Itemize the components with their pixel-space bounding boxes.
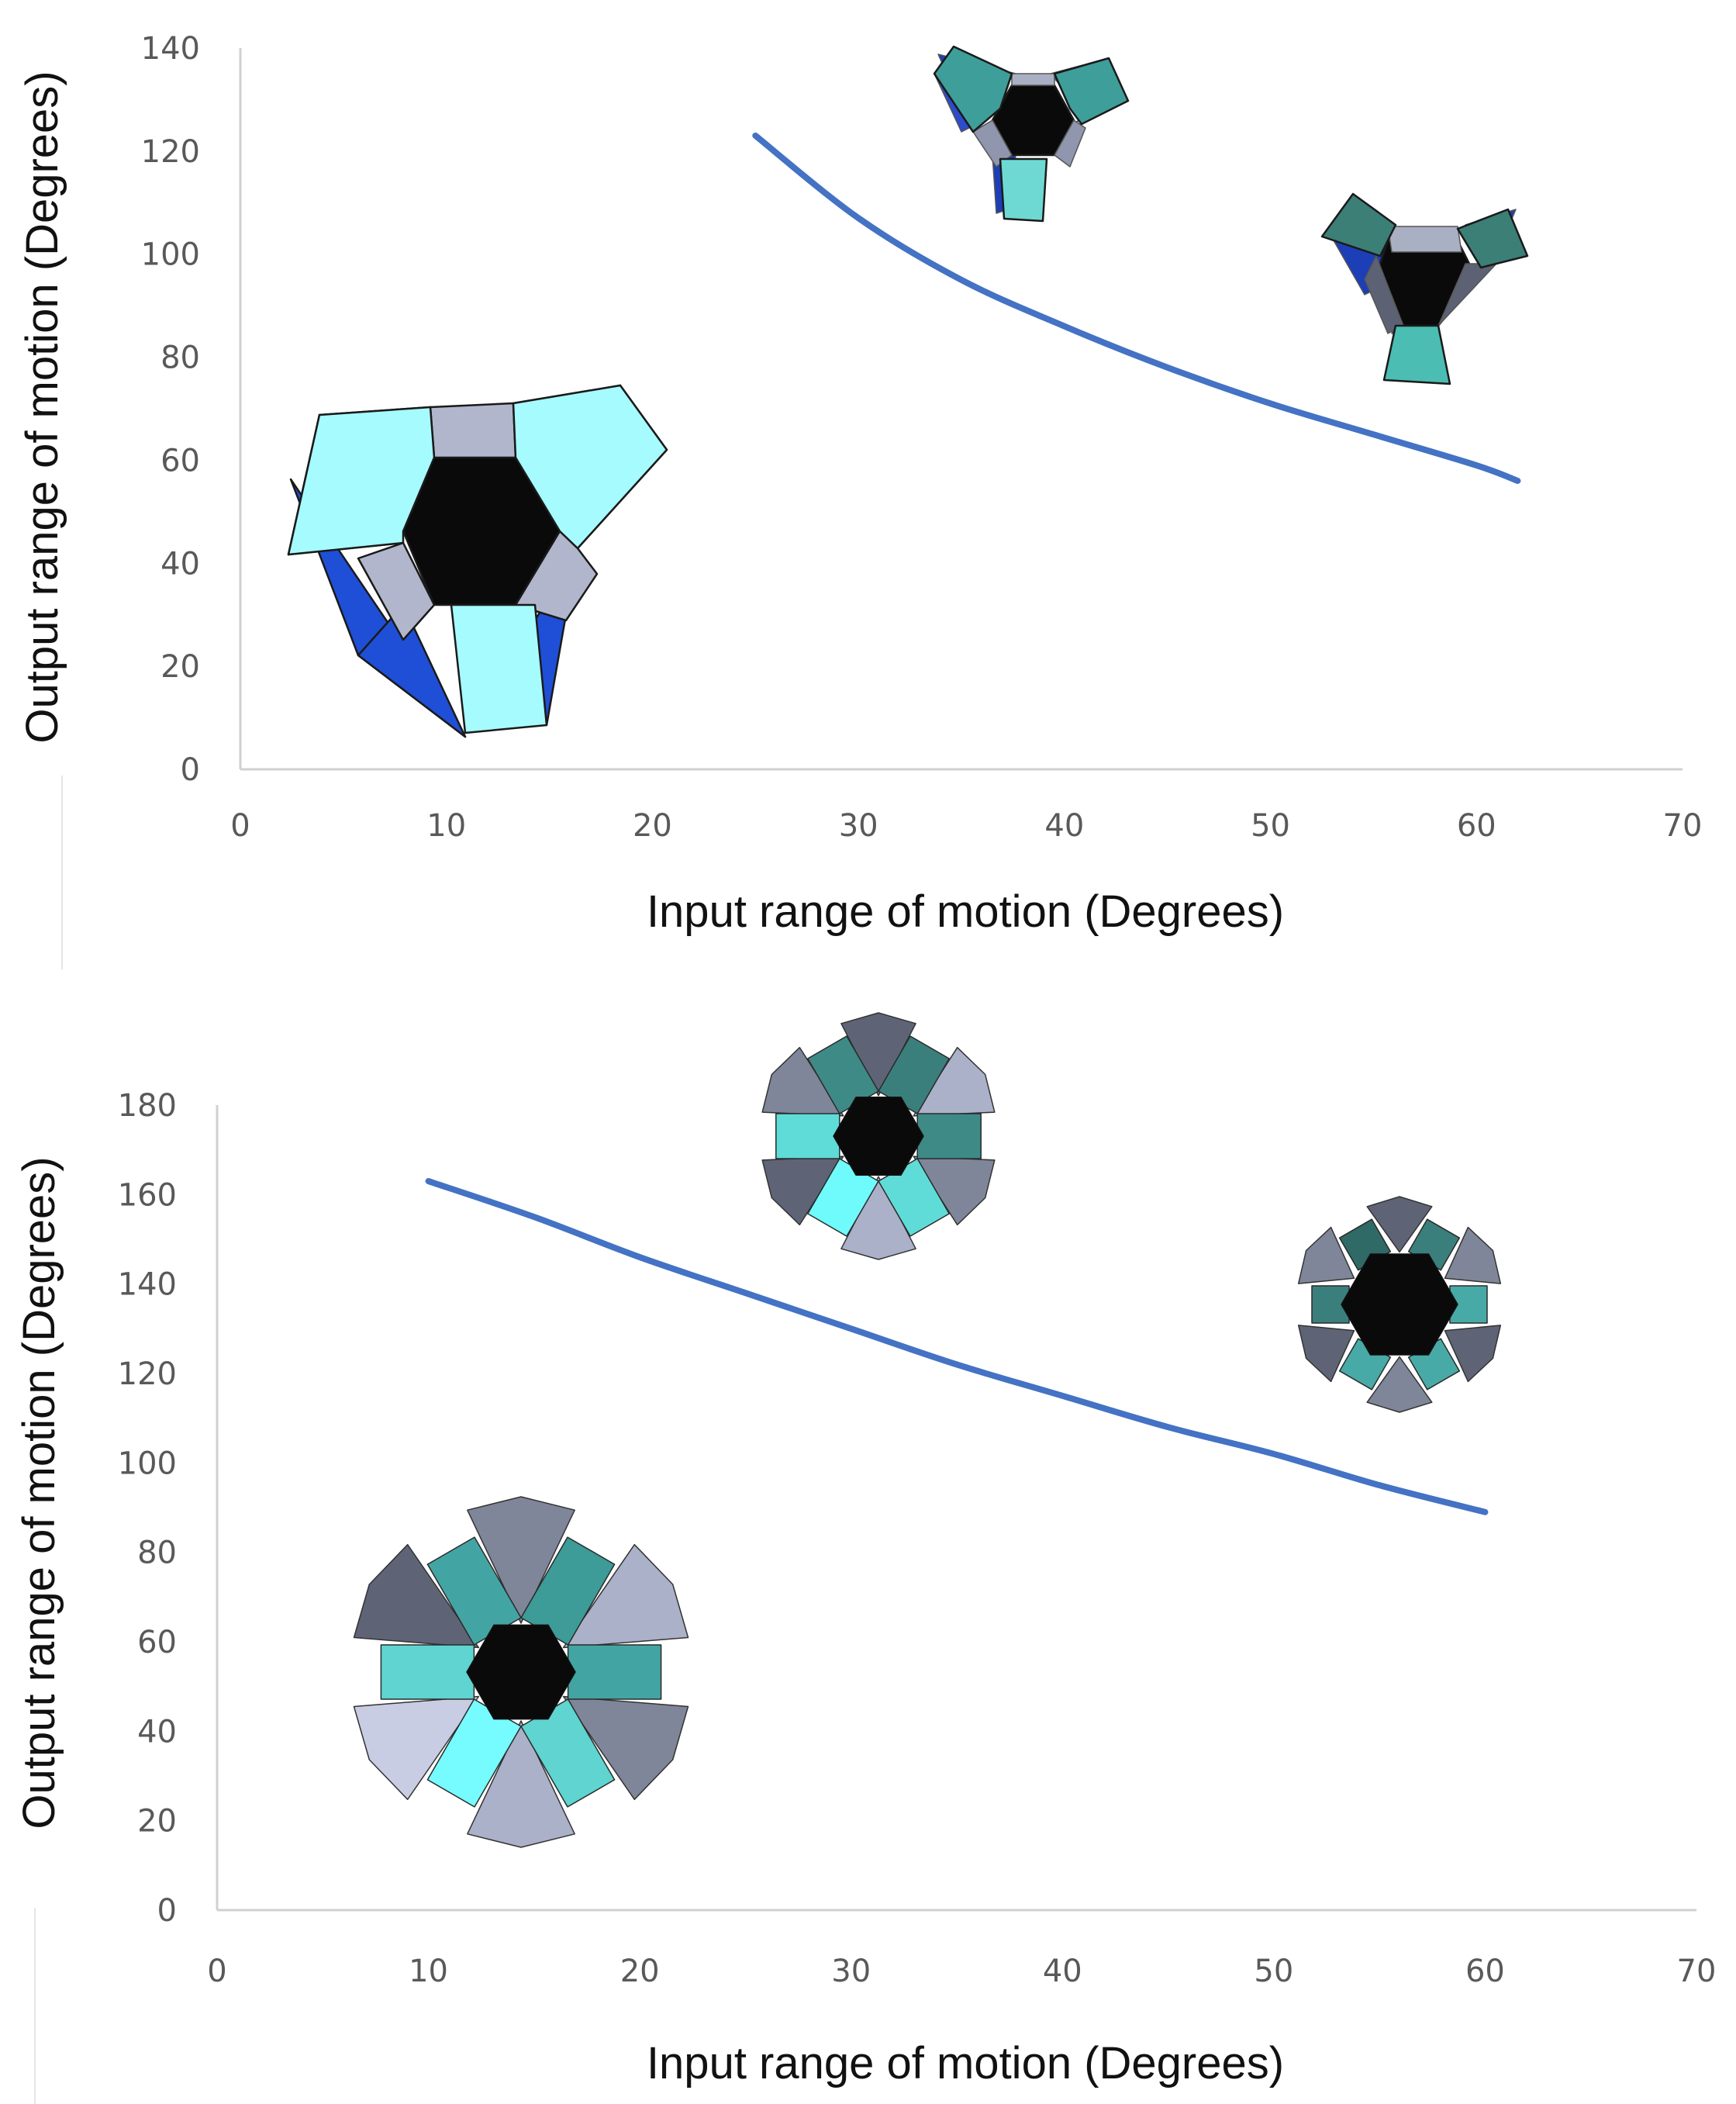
chart1-y-axis-title: Output range of motion (Degrees) <box>17 71 67 743</box>
chart2-y-tick-label: 100 <box>118 1446 177 1481</box>
chart1-x-tick-label: 40 <box>1044 808 1084 844</box>
mechanism-panel <box>380 1644 475 1700</box>
mechanism-panel <box>567 1644 662 1700</box>
chart1-x-tick-labels: 0 10 20 30 40 50 60 70 <box>230 808 1702 844</box>
chart2-y-tick-label: 0 <box>157 1893 177 1929</box>
chart2-x-tick-label: 60 <box>1465 1954 1505 1989</box>
chart1-y-tick-label: 80 <box>160 340 200 376</box>
chart1-series <box>752 132 1521 484</box>
mechanism-wedge <box>467 1720 575 1848</box>
mechanism-wedge <box>1366 1356 1433 1413</box>
mechanism-wedge <box>1297 1325 1355 1383</box>
chart1-y-tick-label: 100 <box>141 237 200 273</box>
chart1-y-tick-labels: 0 20 40 60 80 100 120 140 <box>141 31 200 788</box>
chart2-x-tick-labels: 0 10 20 30 40 50 60 70 <box>207 1954 1716 1989</box>
chart1-x-tick-label: 50 <box>1251 808 1290 844</box>
chart2-series-line <box>425 1178 1489 1515</box>
chart2-y-tick-label: 160 <box>118 1177 177 1213</box>
chart2-y-tick-labels: 0 20 40 60 80 100 120 140 160 180 <box>118 1088 177 1929</box>
mechanism-wedge <box>353 1543 480 1649</box>
chart2-y-tick-label: 180 <box>118 1088 177 1124</box>
chart1-x-tick-label: 30 <box>839 808 878 844</box>
chart1-y-tick-label: 60 <box>160 443 200 478</box>
chart1-x-tick-label: 20 <box>633 808 672 844</box>
chart2-x-tick-label: 30 <box>831 1954 871 1989</box>
chart1-y-tick-label: 40 <box>160 546 200 582</box>
mechanism-wedge <box>1366 1196 1433 1253</box>
mechanism-wedge <box>562 1543 689 1649</box>
chart1-y-tick-label: 140 <box>141 31 200 67</box>
chart1-y-tick-label: 0 <box>181 752 200 788</box>
mechanism-hub <box>1341 1253 1458 1356</box>
three-fold-compact-mechanism-icon <box>1320 192 1529 385</box>
three-fold-intermediate-mechanism-icon <box>933 45 1130 223</box>
mechanism-wedge <box>1444 1325 1502 1383</box>
six-fold-compact-mechanism-icon <box>1297 1196 1502 1413</box>
mechanism-wedge <box>353 1695 480 1801</box>
chart2-y-tick-label: 60 <box>137 1625 177 1660</box>
chart2-series <box>425 1178 1489 1515</box>
mechanism-wedge <box>1297 1226 1355 1284</box>
chart2-x-tick-label: 0 <box>207 1954 226 1989</box>
mechanism-panel <box>775 1113 840 1159</box>
chart2-y-tick-label: 80 <box>137 1536 177 1571</box>
chart1-series-line <box>752 132 1521 484</box>
mechanism-hub <box>466 1624 576 1720</box>
three-fold-large-mechanism-icon <box>287 384 668 738</box>
chart2-x-tick-label: 40 <box>1043 1954 1082 1989</box>
chart2-y-tick-label: 140 <box>118 1267 177 1303</box>
chart1-y-tick-label: 120 <box>141 134 200 170</box>
chart-bottom: 0 20 40 60 80 100 120 140 160 180 0 10 20 30 40 50 60 70… <box>14 1012 1716 2104</box>
chart1-x-tick-label: 70 <box>1663 808 1703 844</box>
mechanism-hub <box>833 1097 924 1176</box>
chart1-x-axis-title: Input range of motion (Degrees) <box>647 886 1284 937</box>
mechanism-wedge <box>467 1496 575 1624</box>
chart2-x-tick-label: 50 <box>1254 1954 1293 1989</box>
chart1-x-tick-label: 10 <box>426 808 466 844</box>
chart2-x-tick-label: 10 <box>409 1954 448 1989</box>
mechanism-panel <box>916 1113 982 1159</box>
chart2-y-tick-label: 120 <box>118 1356 177 1392</box>
mechanism-wedge <box>1444 1226 1502 1284</box>
chart-top: 0 20 40 60 80 100 120 140 0 10 20 30 40 50 60 70 Input… <box>17 31 1702 969</box>
chart2-x-axis-title: Input range of motion (Degrees) <box>647 2038 1284 2088</box>
six-fold-expanded-mechanism-icon <box>353 1496 689 1848</box>
six-fold-intermediate-mechanism-icon <box>761 1012 996 1260</box>
chart2-x-tick-label: 20 <box>620 1954 660 1989</box>
mechanism-wedge <box>562 1695 689 1801</box>
chart1-x-tick-label: 0 <box>230 808 250 844</box>
chart1-y-tick-label: 20 <box>160 649 200 685</box>
chart2-y-axis-title: Output range of motion (Degrees) <box>14 1156 64 1829</box>
chart2-y-tick-label: 40 <box>137 1714 177 1750</box>
chart2-y-tick-label: 20 <box>137 1804 177 1840</box>
chart2-x-tick-label: 70 <box>1677 1954 1717 1989</box>
chart1-x-tick-label: 60 <box>1457 808 1496 844</box>
